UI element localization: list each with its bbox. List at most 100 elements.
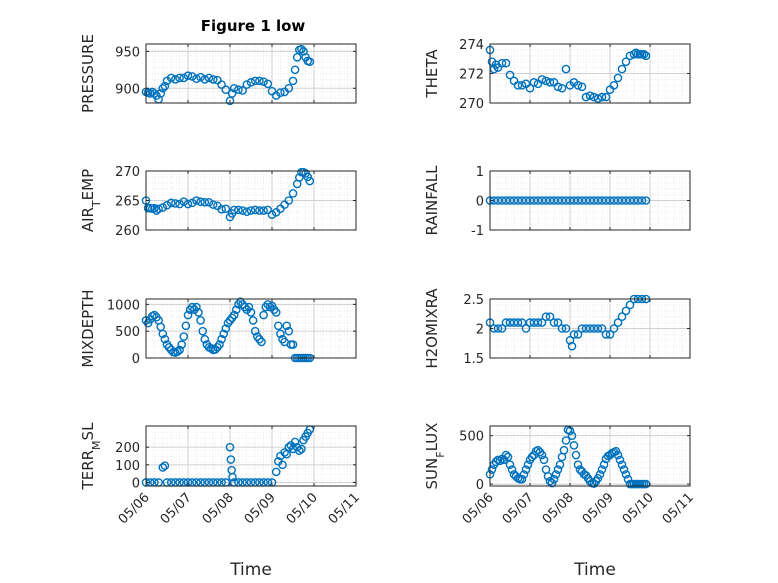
data-point — [158, 463, 168, 472]
y-axis-label-6: H2OMIXRA — [423, 288, 441, 369]
data-point — [187, 198, 197, 208]
data-point — [597, 196, 607, 205]
data-point — [601, 330, 611, 339]
data-point — [529, 78, 539, 87]
data-point — [631, 48, 641, 58]
y-tick-label: 270 — [459, 97, 484, 112]
data-point — [545, 312, 555, 322]
data-point — [175, 345, 184, 355]
data-point — [613, 450, 623, 460]
data-point — [497, 58, 507, 68]
data-point — [517, 318, 527, 327]
axes-frame — [489, 425, 691, 487]
data-point — [605, 330, 615, 339]
data-point — [601, 196, 611, 205]
data-point — [196, 316, 205, 325]
data-point — [585, 324, 595, 333]
data-point — [179, 332, 189, 341]
data-point — [225, 96, 235, 106]
data-point — [523, 460, 533, 470]
data-point — [577, 82, 587, 92]
data-point — [577, 196, 587, 205]
data-point — [553, 465, 563, 474]
data-point — [158, 329, 168, 339]
axes-frame — [145, 425, 357, 487]
data-point — [271, 467, 281, 477]
data-point — [305, 57, 315, 67]
data-point — [589, 92, 599, 102]
data-point — [573, 330, 583, 339]
axes-frame — [145, 298, 357, 359]
data-point — [521, 465, 531, 474]
data-point — [273, 321, 283, 331]
data-point — [517, 474, 527, 484]
data-point — [200, 197, 210, 207]
y-tick-label: -1 — [471, 224, 484, 239]
y-tick-label: 265 — [115, 195, 140, 210]
data-point — [619, 465, 629, 474]
data-point — [198, 326, 207, 336]
data-point — [196, 72, 205, 82]
data-point — [234, 205, 243, 215]
data-point — [194, 308, 203, 317]
data-point — [565, 335, 575, 345]
y-tick-label: 274 — [459, 38, 484, 53]
data-point — [493, 324, 503, 333]
data-point — [601, 92, 611, 102]
data-point — [573, 196, 583, 205]
data-point — [290, 65, 300, 75]
data-point — [501, 450, 511, 460]
data-point — [171, 75, 180, 84]
data-point — [589, 196, 599, 205]
data-point — [541, 196, 551, 205]
data-point — [537, 318, 547, 327]
data-point — [160, 461, 170, 471]
data-point — [503, 452, 513, 462]
data-point — [567, 431, 577, 440]
data-point — [242, 207, 252, 217]
data-point — [284, 196, 294, 205]
data-point — [150, 89, 159, 98]
data-point — [577, 324, 587, 333]
y-tick-label: 900 — [115, 82, 140, 97]
data-point — [288, 76, 298, 86]
y-tick-label: 272 — [459, 68, 484, 83]
data-point — [208, 75, 218, 84]
data-point — [200, 334, 210, 344]
data-point — [519, 470, 529, 479]
data-point — [183, 199, 193, 209]
data-point — [621, 196, 631, 205]
data-point — [294, 173, 304, 182]
data-point — [226, 455, 236, 464]
y-axis-label-7: TERRMSL — [79, 422, 103, 491]
data-point — [238, 206, 247, 215]
y-tick-label: 0 — [476, 195, 484, 210]
data-point — [250, 205, 260, 215]
y-tick-label: 1 — [476, 165, 484, 180]
data-point — [527, 452, 537, 462]
data-point — [613, 196, 623, 205]
data-point — [613, 73, 623, 83]
data-point — [533, 196, 543, 205]
data-point — [621, 470, 631, 479]
y-tick-label: 500 — [115, 325, 140, 340]
subplot-2: 270 272 274 THETA — [423, 38, 691, 112]
data-point — [257, 337, 266, 347]
data-point — [571, 450, 581, 460]
data-point — [609, 196, 619, 205]
data-point — [525, 196, 535, 205]
y-tick-label: 270 — [115, 165, 140, 180]
data-point — [246, 206, 256, 215]
data-point — [158, 83, 168, 93]
data-point — [525, 83, 535, 93]
data-point — [555, 460, 565, 470]
data-point — [150, 203, 159, 213]
data-point — [641, 196, 651, 205]
data-point — [561, 64, 571, 74]
data-point — [633, 196, 643, 205]
data-point — [545, 78, 555, 87]
data-point — [609, 324, 619, 333]
data-point — [196, 197, 205, 206]
data-point — [171, 199, 180, 208]
